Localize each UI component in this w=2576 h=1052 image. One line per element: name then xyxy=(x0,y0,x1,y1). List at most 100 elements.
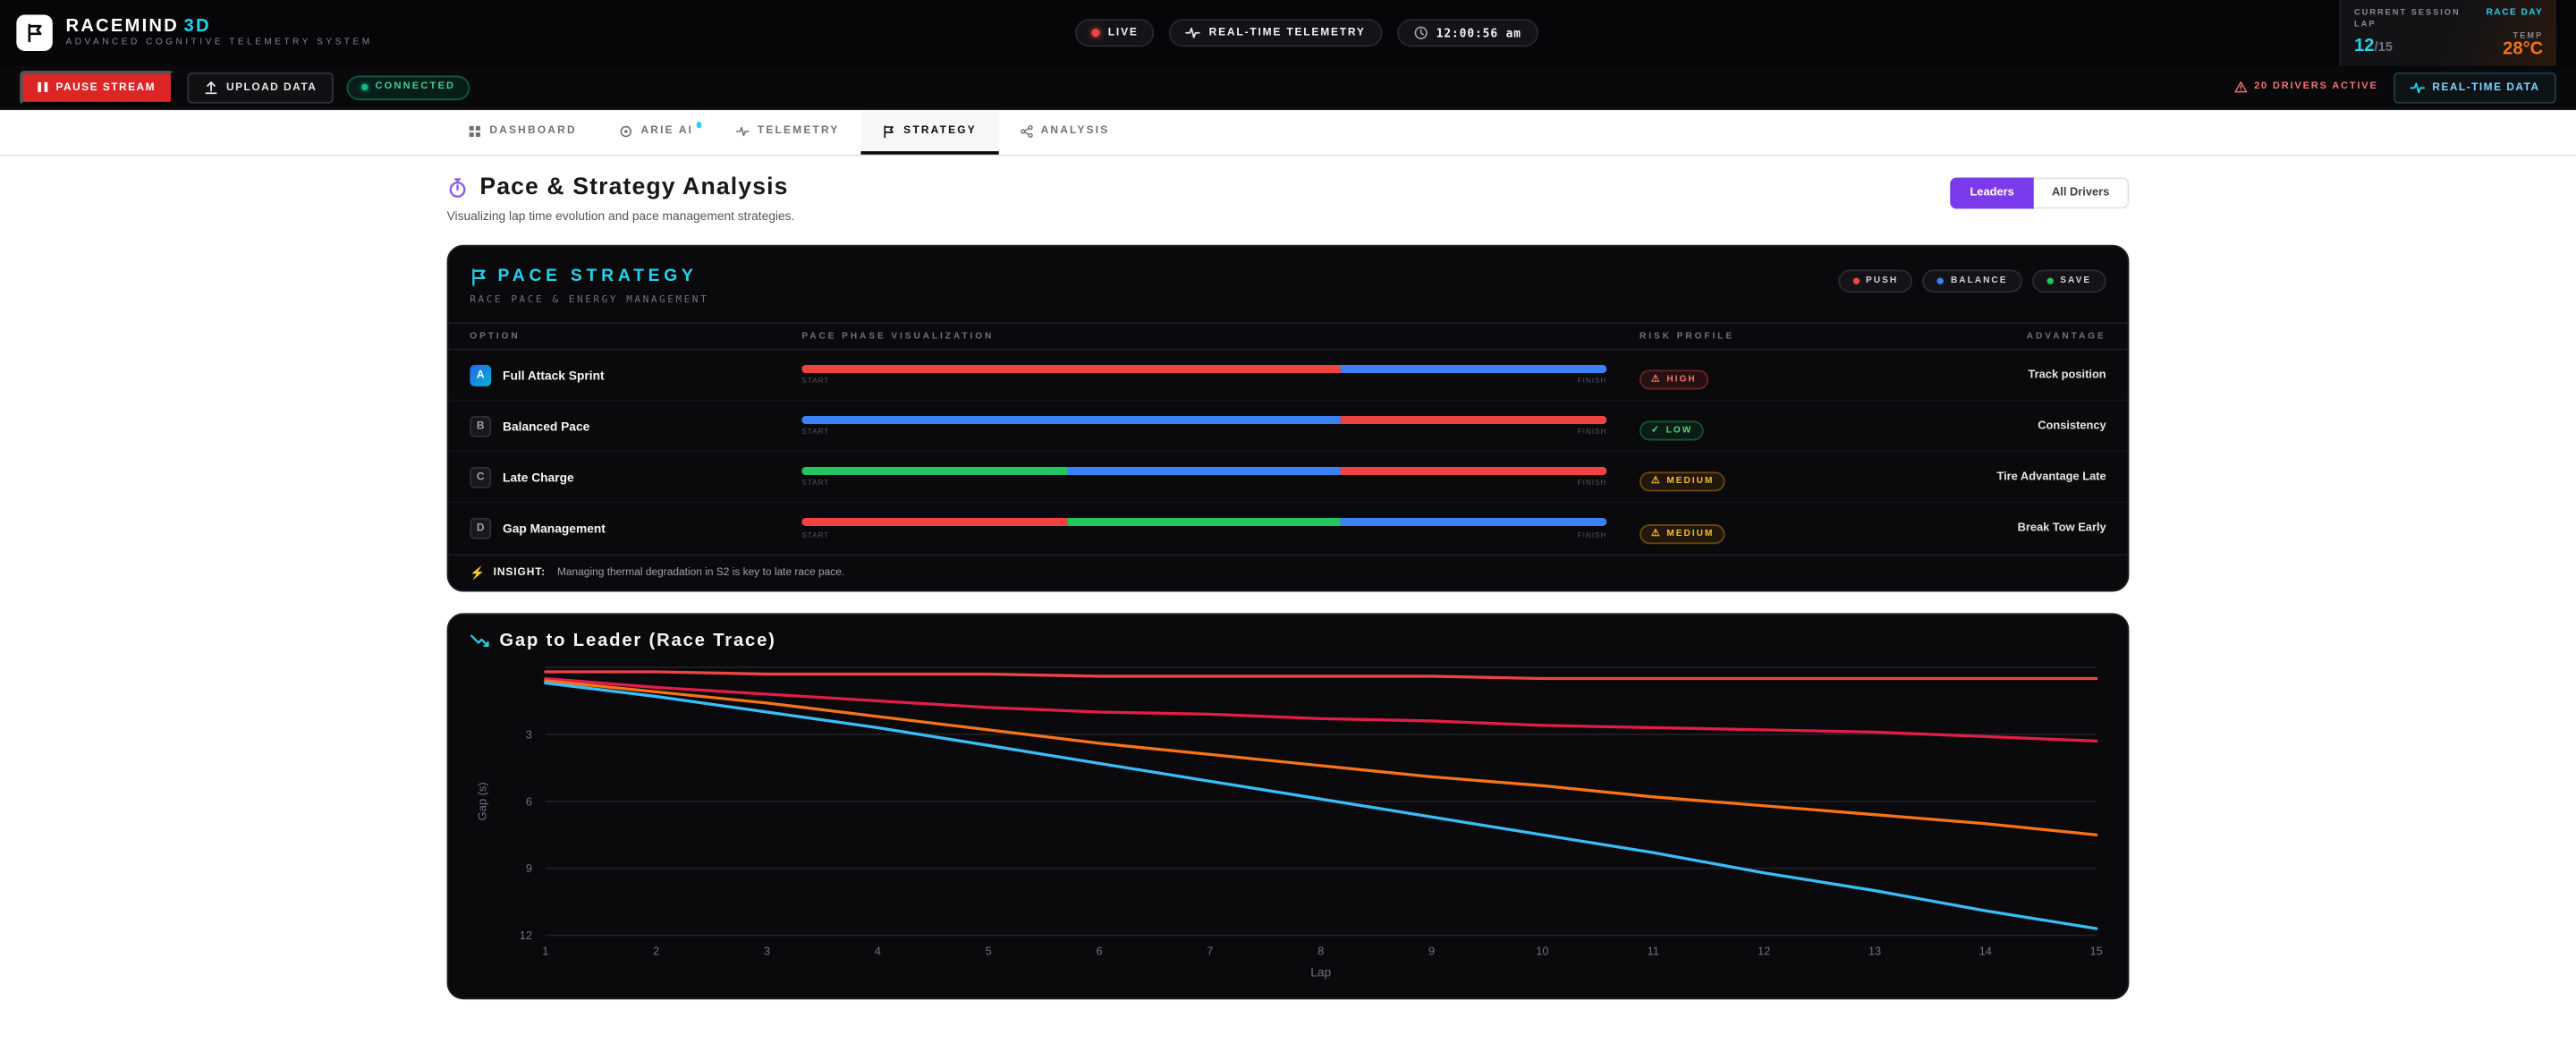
tab-arie-ai-label: ARIE AI xyxy=(640,124,694,137)
brand-name-text: RACEMIND xyxy=(65,15,180,36)
connected-label: CONNECTED xyxy=(375,81,456,92)
balance-dot-icon xyxy=(1937,277,1945,284)
temp-label: TEMP xyxy=(2512,30,2544,41)
balance-mode-pill[interactable]: BALANCE xyxy=(1922,269,2023,293)
risk-warning-icon: ⚠ xyxy=(1650,476,1662,487)
brand-tagline: ADVANCED COGNITIVE TELEMETRY SYSTEM xyxy=(65,38,373,48)
lap-label: LAP xyxy=(2354,20,2377,30)
pace-segment xyxy=(801,415,1342,424)
brand-name: RACEMIND 3D xyxy=(65,15,372,36)
pace-segment xyxy=(1341,364,1607,373)
tab-bar: DASHBOARD ARIE AI TELEMETRY STRATEGY ANA… xyxy=(0,110,2576,157)
gap-chart-container: 3 6 9 12 1 2 3 4 5 6 7 8 9 10 11 12 13 14 15 Lap Gap (s) xyxy=(470,659,2106,988)
brand-suffix: 3D xyxy=(183,15,211,36)
x-tick-label: 1 xyxy=(542,945,548,958)
option-name: Gap Management xyxy=(503,521,606,537)
pace-segment xyxy=(801,364,1342,373)
drivers-active-indicator: 20 DRIVERS ACTIVE xyxy=(2234,81,2378,94)
tab-strategy[interactable]: STRATEGY xyxy=(860,110,998,155)
x-tick-label: 4 xyxy=(875,945,881,958)
option-badge: D xyxy=(470,517,492,539)
session-label: CURRENT SESSION xyxy=(2354,8,2461,19)
pause-stream-label: PAUSE STREAM xyxy=(55,81,157,93)
connected-dot-icon xyxy=(360,83,369,91)
option-badge: B xyxy=(470,414,492,437)
pause-stream-button[interactable]: PAUSE STREAM xyxy=(20,70,174,105)
chart-line-crimson-line xyxy=(544,676,2098,742)
mode-pill-group: PUSH BALANCE SAVE xyxy=(1837,269,2106,293)
realtime-telemetry-label: REAL-TIME TELEMETRY xyxy=(1208,27,1366,39)
gap-to-leader-card: Gap to Leader (Race Trace) 3 6 9 12 1 2 3 4 5 6 7 8… xyxy=(446,613,2130,1000)
pace-phase-bar: START FINISH xyxy=(801,415,1607,437)
flag-icon xyxy=(472,267,486,285)
tab-analysis[interactable]: ANALYSIS xyxy=(998,110,1131,155)
clock-badge: 12:00:56 am xyxy=(1396,19,1538,47)
live-label: LIVE xyxy=(1107,27,1139,39)
strategy-row-b[interactable]: B Balanced Pace START FINISH ✓ LOW Consiste… xyxy=(448,401,2128,453)
strategy-table-header: OPTION PACE PHASE VISUALIZATION RISK PRO… xyxy=(448,322,2128,351)
x-tick-label: 14 xyxy=(1979,945,1992,958)
risk-label: MEDIUM xyxy=(1666,476,1715,487)
start-label: START xyxy=(801,377,830,386)
risk-badge: ⚠ MEDIUM xyxy=(1640,471,1726,492)
upload-data-button[interactable]: UPLOAD DATA xyxy=(186,71,334,103)
session-type: RACE DAY xyxy=(2486,8,2544,19)
insight-text: Managing thermal degradation in S2 is ke… xyxy=(556,566,845,579)
lightning-icon: ⚡ xyxy=(470,565,486,581)
risk-warning-icon: ⚠ xyxy=(1650,374,1662,385)
realtime-data-button[interactable]: REAL-TIME DATA xyxy=(2393,71,2556,103)
upload-icon xyxy=(205,81,217,94)
all-drivers-toggle-button[interactable]: All Drivers xyxy=(2033,177,2130,209)
chart-line-red-line xyxy=(544,670,2098,681)
y-tick-label: 12 xyxy=(520,929,532,942)
y-axis-label: Gap (s) xyxy=(476,782,489,820)
pace-segment xyxy=(1341,415,1607,424)
strategy-row-c[interactable]: C Late Charge START FINISH ⚠ MEDIUM Tire Ad… xyxy=(448,452,2128,504)
strategy-row-d[interactable]: D Gap Management START FINISH ⚠ MEDIUM Brea… xyxy=(448,503,2127,554)
driver-filter-toggle: Leaders All Drivers xyxy=(1950,177,2130,209)
clock-icon xyxy=(1414,26,1428,39)
start-label: START xyxy=(801,530,830,539)
save-dot-icon xyxy=(2046,277,2054,284)
tab-telemetry[interactable]: TELEMETRY xyxy=(715,110,860,155)
session-panel: CURRENT SESSION RACE DAY LAP 12/15 TEMP … xyxy=(2339,0,2556,66)
pace-segment xyxy=(1341,466,1607,475)
flag-icon xyxy=(884,124,894,138)
warning-icon xyxy=(2234,81,2248,93)
page-title-block: Pace & Strategy Analysis Visualizing lap… xyxy=(447,174,795,224)
strategy-row-a[interactable]: A Full Attack Sprint START FINISH ⚠ HIGH Tr… xyxy=(448,350,2128,402)
risk-badge: ⚠ MEDIUM xyxy=(1640,523,1726,544)
advantage-text: Track position xyxy=(2028,369,2106,381)
option-name: Late Charge xyxy=(503,469,574,485)
activity-icon xyxy=(1185,27,1201,38)
push-dot-icon xyxy=(1852,277,1860,284)
x-axis-label: Lap xyxy=(1310,965,1331,979)
temp-value: 28°C xyxy=(2503,39,2544,60)
push-mode-pill[interactable]: PUSH xyxy=(1837,269,1913,293)
x-tick-label: 12 xyxy=(1758,945,1770,958)
realtime-data-label: REAL-TIME DATA xyxy=(2432,81,2540,93)
risk-badge: ⚠ HIGH xyxy=(1640,369,1708,390)
save-label: SAVE xyxy=(2060,276,2092,286)
x-tick-label: 6 xyxy=(1096,945,1102,958)
tab-dashboard[interactable]: DASHBOARD xyxy=(447,110,598,155)
leaders-toggle-button[interactable]: Leaders xyxy=(1950,177,2034,209)
notification-dot xyxy=(695,121,702,128)
lap-counter: LAP 12/15 xyxy=(2354,20,2393,59)
tab-arie-ai[interactable]: ARIE AI xyxy=(598,110,715,155)
x-tick-label: 10 xyxy=(1536,945,1548,958)
x-tick-label: 8 xyxy=(1318,945,1324,958)
save-mode-pill[interactable]: SAVE xyxy=(2032,269,2106,293)
col-pace-phase: PACE PHASE VISUALIZATION xyxy=(801,331,995,342)
finish-label: FINISH xyxy=(1577,530,1607,539)
lap-total: /15 xyxy=(2374,39,2393,55)
x-tick-label: 5 xyxy=(986,945,992,958)
y-tick-label: 3 xyxy=(526,727,532,741)
finish-label: FINISH xyxy=(1577,428,1607,437)
brand-logo-icon xyxy=(16,14,53,51)
col-advantage: ADVANTAGE xyxy=(2026,331,2106,342)
insight-bar: ⚡ INSIGHT: Managing thermal degradation … xyxy=(448,554,2128,590)
drivers-active-label: 20 DRIVERS ACTIVE xyxy=(2254,81,2378,92)
insight-label: INSIGHT: xyxy=(493,566,547,579)
